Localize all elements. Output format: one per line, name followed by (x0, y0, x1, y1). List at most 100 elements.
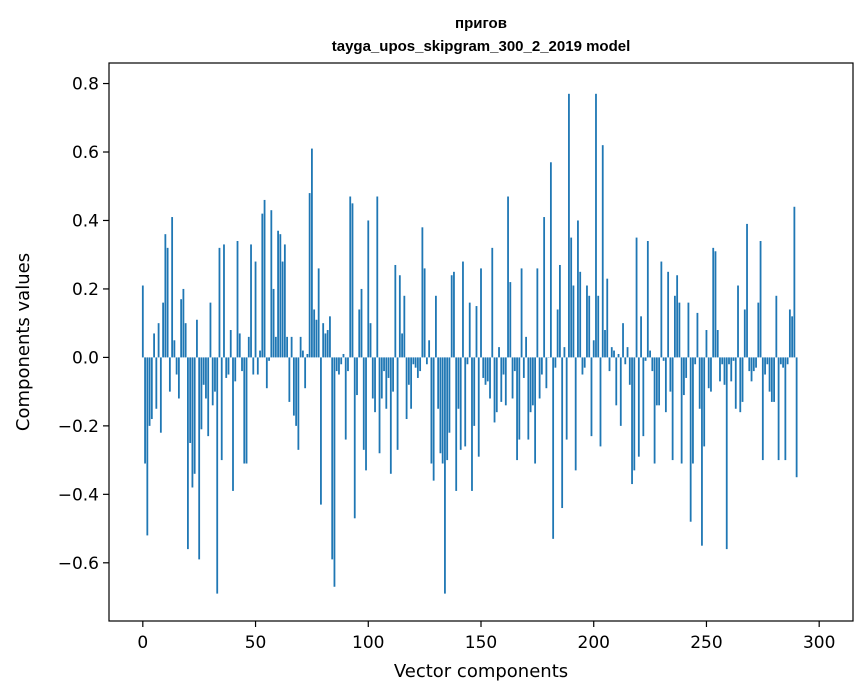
bar (466, 357, 469, 365)
bar (286, 336, 289, 358)
bar (403, 295, 406, 358)
bar (707, 357, 710, 389)
bar (405, 357, 408, 420)
x-tick-label: 250 (690, 633, 722, 653)
bar (187, 357, 189, 550)
bar (254, 261, 257, 358)
bar (356, 357, 358, 396)
y-tick-label: 0.0 (72, 348, 99, 368)
bar (770, 357, 773, 402)
bar (220, 357, 223, 461)
bar (229, 330, 232, 358)
bar (198, 357, 201, 560)
bar (177, 357, 180, 399)
bar (651, 357, 654, 372)
bar (786, 357, 789, 365)
bar (545, 357, 548, 389)
bar (453, 271, 455, 358)
x-tick-label: 100 (352, 633, 384, 653)
bar (265, 357, 268, 389)
x-tick-label: 200 (578, 633, 610, 653)
bar (164, 234, 167, 358)
y-tick-label: −0.4 (58, 485, 99, 505)
bar (144, 357, 146, 464)
bar (444, 357, 446, 594)
bar (613, 350, 615, 358)
bar (365, 357, 367, 471)
bar (748, 357, 751, 372)
bar (283, 244, 286, 358)
bar (313, 309, 316, 358)
bar (362, 357, 365, 450)
bar (793, 206, 796, 358)
bar (685, 357, 688, 378)
bar (477, 357, 480, 457)
bar (664, 357, 667, 413)
bar (500, 357, 503, 402)
bar (540, 357, 543, 375)
bar (764, 357, 766, 375)
bar (270, 210, 273, 358)
bar (669, 357, 672, 392)
bar (633, 357, 636, 471)
bar (581, 357, 584, 375)
bar (761, 357, 764, 461)
bar (635, 237, 638, 358)
bar (489, 357, 491, 399)
bar (430, 357, 433, 464)
y-tick-label: 0.8 (72, 75, 99, 95)
bar (531, 357, 534, 406)
bar (516, 357, 518, 461)
y-tick-label: −0.6 (58, 554, 99, 574)
bar (225, 357, 228, 378)
bar (141, 285, 144, 358)
bar (604, 330, 606, 358)
bar (622, 323, 624, 358)
bar (525, 336, 527, 358)
bar (331, 357, 334, 560)
bar (173, 340, 176, 358)
bar (196, 319, 198, 358)
bar (592, 340, 595, 358)
bar (683, 357, 685, 396)
bar (349, 196, 352, 358)
bar (507, 196, 509, 358)
bar (574, 357, 577, 471)
bar (784, 357, 787, 461)
chart-title-line1: пригов (455, 15, 507, 32)
bar (455, 357, 458, 491)
y-tick-label: 0.6 (72, 143, 99, 163)
bar (750, 357, 753, 382)
bar (493, 357, 496, 423)
bar (304, 357, 307, 389)
bar (274, 336, 277, 358)
bar (755, 357, 757, 368)
bar (236, 241, 239, 358)
bar (734, 357, 737, 409)
bar (279, 234, 282, 358)
bar (245, 357, 248, 464)
bar (326, 330, 329, 358)
bar (338, 357, 340, 375)
x-axis-ticks: 0 50 100 150 200 250 300 (137, 621, 835, 653)
bar (527, 357, 530, 440)
bar (502, 357, 505, 375)
bar (320, 357, 322, 505)
bar (247, 336, 250, 358)
bar (480, 268, 482, 358)
bar (191, 357, 194, 488)
bar (676, 275, 679, 358)
bar (504, 357, 507, 406)
bar (694, 357, 697, 365)
bar (389, 357, 392, 474)
bar (462, 261, 464, 358)
bar (378, 357, 381, 454)
bar (396, 357, 399, 450)
bar (281, 261, 284, 358)
bar (536, 268, 539, 358)
bar (344, 357, 347, 440)
bar (775, 295, 778, 358)
bar (468, 302, 471, 358)
bar (703, 357, 706, 447)
